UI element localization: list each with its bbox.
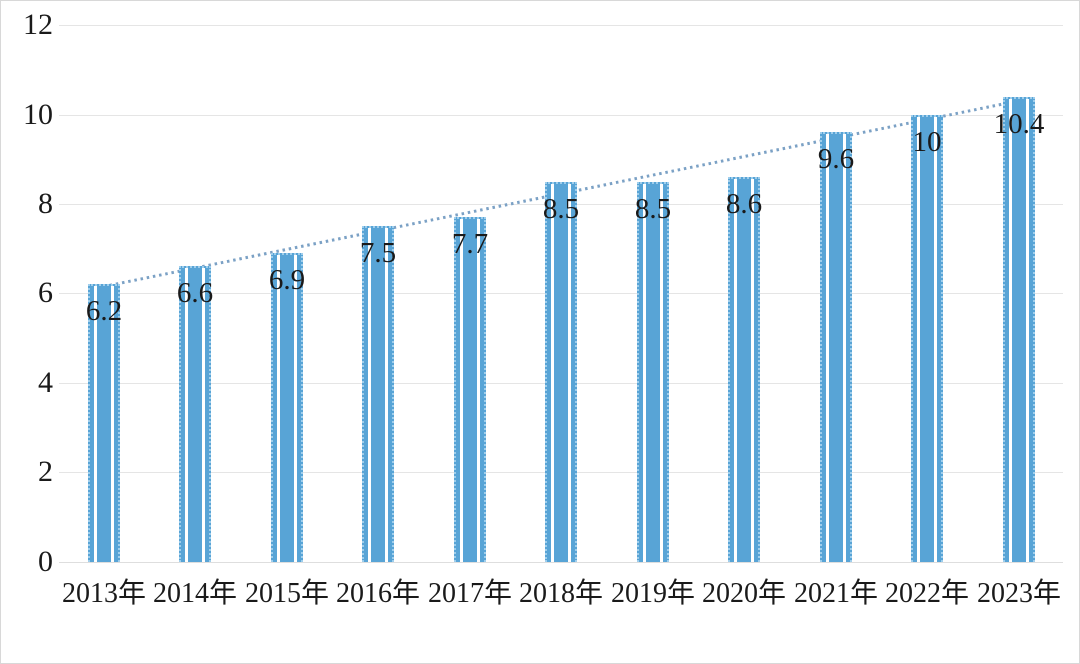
bar-value-label-2013年: 6.2 — [85, 295, 123, 327]
y-tick-label-12: 12 — [23, 8, 53, 41]
bar-2022年 — [911, 115, 943, 562]
bar-2021年 — [820, 132, 852, 562]
y-tick-label-6: 6 — [38, 276, 53, 309]
bar-value-label-2020年: 8.6 — [725, 188, 763, 220]
bar-2020年 — [728, 177, 760, 562]
bar-2017年 — [454, 217, 486, 562]
bar-value-label-2014年: 6.6 — [176, 277, 214, 309]
bar-2018年 — [545, 182, 577, 562]
x-tick-label-2013年: 2013年 — [61, 578, 146, 609]
bar-value-label-2018年: 8.5 — [542, 193, 580, 225]
x-tick-label-2014年: 2014年 — [152, 578, 237, 609]
gridline-0 — [59, 562, 1063, 563]
bar-value-label-2022年: 10 — [912, 126, 942, 158]
bar-2016年 — [362, 226, 394, 562]
x-tick-label-2017年: 2017年 — [427, 578, 512, 609]
bar-value-label-2017年: 7.7 — [451, 228, 489, 260]
bar-value-label-2023年: 10.4 — [993, 108, 1045, 140]
y-tick-label-4: 4 — [38, 366, 53, 399]
x-tick-label-2018年: 2018年 — [518, 578, 603, 609]
x-tick-label-2021年: 2021年 — [793, 578, 878, 609]
x-tick-label-2016年: 2016年 — [335, 578, 420, 609]
bar-2014年 — [179, 266, 211, 562]
bar-2023年 — [1003, 97, 1035, 562]
x-tick-label-2023年: 2023年 — [976, 578, 1061, 609]
bar-value-label-2016年: 7.5 — [359, 237, 397, 269]
x-tick-label-2022年: 2022年 — [884, 578, 969, 609]
y-tick-label-10: 10 — [23, 98, 53, 131]
y-tick-label-2: 2 — [38, 455, 53, 488]
y-tick-label-0: 0 — [38, 545, 53, 578]
y-tick-label-8: 8 — [38, 187, 53, 220]
gridline-12 — [59, 25, 1063, 26]
bar-2015年 — [271, 253, 303, 562]
x-tick-label-2015年: 2015年 — [244, 578, 329, 609]
bar-2019年 — [637, 182, 669, 562]
bar-2013年 — [88, 284, 120, 562]
x-tick-label-2019年: 2019年 — [610, 578, 695, 609]
bar-value-label-2015年: 6.9 — [268, 264, 306, 296]
x-tick-label-2020年: 2020年 — [701, 578, 786, 609]
bar-value-label-2021年: 9.6 — [817, 143, 855, 175]
bar-value-label-2019年: 8.5 — [634, 193, 672, 225]
